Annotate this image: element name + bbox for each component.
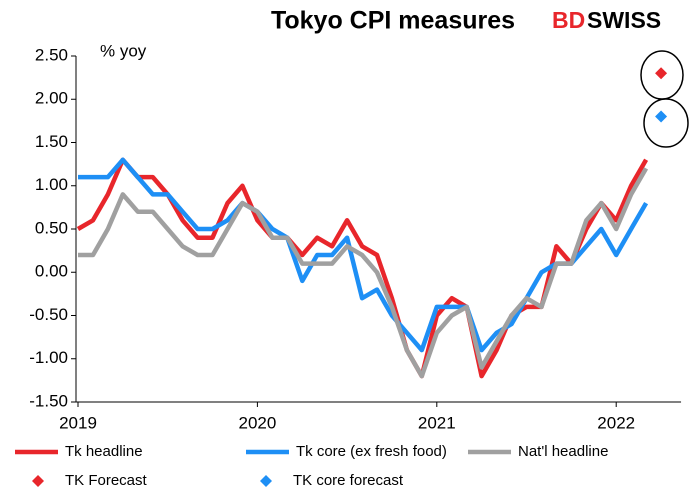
legend-label: Tk headline: [65, 443, 143, 460]
series-line: [78, 157, 649, 353]
series-line: [78, 167, 649, 379]
annotation-circle: [643, 98, 689, 148]
y-tick-label: 0.50: [35, 218, 68, 237]
forecast-marker: [655, 110, 668, 123]
y-tick-label: 1.50: [35, 132, 68, 151]
y-tick-label: 2.50: [35, 45, 68, 64]
y-axis-label: % yoy: [100, 41, 147, 60]
legend-swatch: [260, 475, 272, 487]
chart-title: Tokyo CPI measures: [271, 7, 515, 35]
y-tick-label: 2.00: [35, 89, 68, 108]
legend-swatch: [32, 475, 44, 487]
logo-part: SWISS: [587, 7, 661, 33]
y-tick-label: -1.00: [29, 348, 68, 367]
legend-label: TK core forecast: [293, 472, 404, 489]
logo-part: BD: [552, 7, 585, 33]
x-tick-label: 2022: [597, 413, 635, 432]
legend-label: Nat'l headline: [518, 443, 608, 460]
forecast-marker: [655, 67, 668, 80]
x-tick-label: 2021: [418, 413, 456, 432]
x-tick-label: 2020: [238, 413, 276, 432]
legend-label: Tk core (ex fresh food): [296, 443, 447, 460]
x-tick-label: 2019: [59, 413, 97, 432]
y-tick-label: -1.50: [29, 391, 68, 410]
y-tick-label: -0.50: [29, 305, 68, 324]
y-tick-label: 0.00: [35, 262, 68, 281]
legend-label: TK Forecast: [65, 472, 148, 489]
y-tick-label: 1.00: [35, 175, 68, 194]
